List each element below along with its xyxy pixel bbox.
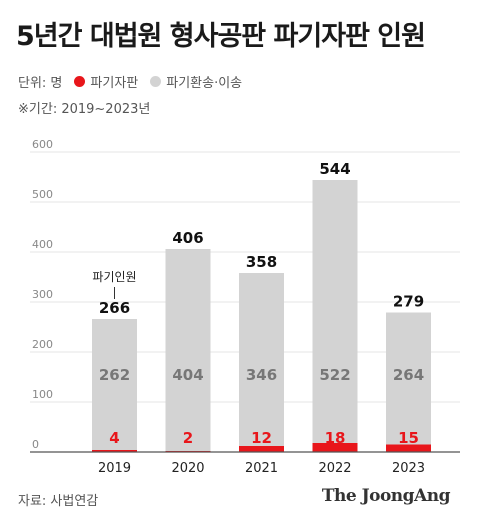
- x-tick-label-2019: 2019: [98, 461, 131, 476]
- bar-japan-2021: [239, 446, 284, 452]
- source-note: 자료: 사법연감: [18, 494, 99, 509]
- chart-title: 5년간 대법원 형사공판 파기자판 인원: [16, 21, 426, 52]
- legend-swatch-red: [74, 76, 86, 87]
- y-tick-label-500: 500: [32, 188, 53, 201]
- y-tick-label-0: 0: [32, 438, 39, 451]
- data-label-hwansong-2019: 262: [99, 366, 130, 384]
- x-tick-label-2020: 2020: [171, 461, 204, 476]
- legend-label-pagi-hwansong: 파기환송·이송: [166, 76, 243, 91]
- y-tick-label-300: 300: [32, 288, 53, 301]
- total-label-2019: 266: [99, 299, 130, 317]
- bar-chart: 0 100 200 300 400 500 600 262 4 266 2019 파기인원 404 2 40…: [30, 138, 460, 476]
- bar-hwansong-2019: [92, 319, 137, 450]
- y-tick-label-100: 100: [32, 388, 53, 401]
- total-label-2021: 358: [246, 253, 277, 271]
- data-label-japan-2021: 12: [251, 429, 272, 447]
- bar-japan-2023: [386, 444, 431, 452]
- total-label-2020: 406: [172, 229, 203, 247]
- brand-logo: The JoongAng: [321, 486, 451, 506]
- total-label-2022: 544: [319, 160, 350, 178]
- bar-japan-2022: [312, 443, 358, 452]
- y-tick-label-600: 600: [32, 138, 53, 151]
- y-tick-label-400: 400: [32, 238, 53, 251]
- bar-hwansong-2021: [239, 273, 284, 446]
- bar-hwansong-2022: [312, 180, 358, 443]
- data-label-japan-2019: 4: [109, 429, 119, 447]
- legend-label-pagi-japan: 파기자판: [90, 76, 139, 91]
- bar-japan-2019: [92, 450, 137, 452]
- data-label-hwansong-2020: 404: [172, 366, 203, 384]
- data-label-japan-2022: 18: [325, 429, 346, 447]
- data-label-hwansong-2022: 522: [319, 366, 350, 384]
- x-tick-label-2021: 2021: [245, 461, 278, 476]
- annotation-pagi-inwon: 파기인원: [92, 270, 136, 284]
- legend-unit: 단위: 명: [18, 76, 63, 91]
- bar-hwansong-2023: [386, 312, 431, 445]
- period-note: ※기간: 2019~2023년: [18, 102, 151, 117]
- legend-swatch-gray: [150, 76, 162, 87]
- bar-hwansong-2020: [165, 249, 211, 451]
- y-tick-label-200: 200: [32, 338, 53, 351]
- data-label-japan-2020: 2: [183, 429, 193, 447]
- total-label-2023: 279: [393, 293, 424, 311]
- x-tick-label-2022: 2022: [318, 461, 351, 476]
- legend: 단위: 명 파기자판 파기환송·이송: [18, 72, 242, 91]
- data-label-hwansong-2023: 264: [393, 366, 424, 384]
- data-label-hwansong-2021: 346: [246, 366, 277, 384]
- data-label-japan-2023: 15: [398, 429, 419, 447]
- x-tick-label-2023: 2023: [392, 461, 425, 476]
